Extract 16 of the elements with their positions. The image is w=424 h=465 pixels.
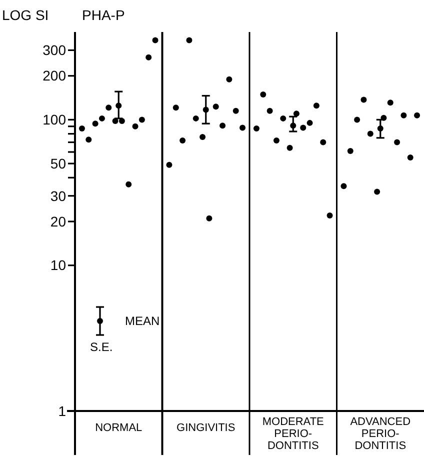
y-tick-label: 50 — [50, 155, 66, 172]
y-tick-label: 10 — [50, 257, 66, 274]
x-tick-label: MODERATE PERIO- DONTITIS — [262, 416, 324, 452]
y-tick-label: 20 — [50, 213, 66, 230]
annotation: S.E. — [90, 340, 113, 354]
x-tick-label: GINGIVITIS — [176, 422, 236, 434]
x-tick-label: ADVANCED PERIO- DONTITIS — [350, 416, 411, 452]
chart-title: PHA-P — [82, 7, 125, 23]
y-tick-label: 300 — [42, 42, 66, 58]
y-tick-label: 1 — [58, 402, 66, 419]
y-tick-label: 200 — [42, 68, 66, 84]
y-axis-title: LOG SI — [2, 7, 49, 23]
y-tick-label: 30 — [50, 188, 66, 204]
y-tick-label: 100 — [42, 112, 66, 128]
legend-label: MEAN — [125, 314, 160, 328]
x-tick-label: NORMAL — [95, 422, 142, 434]
